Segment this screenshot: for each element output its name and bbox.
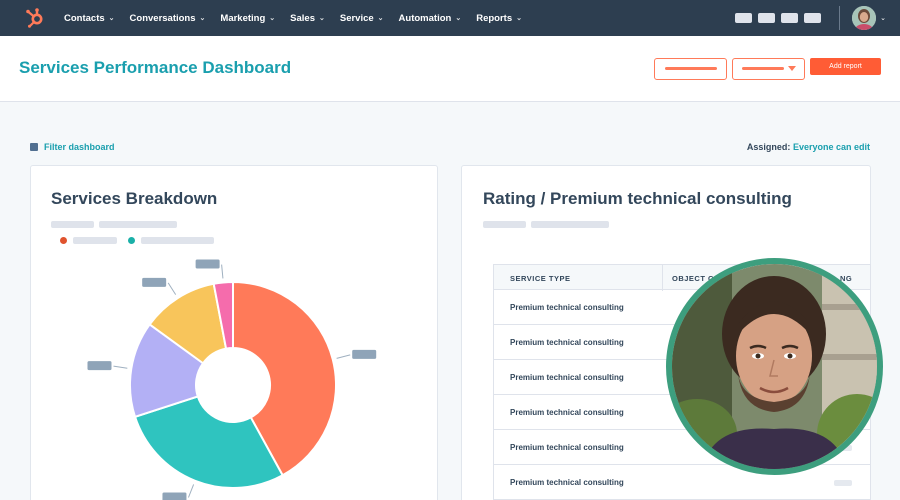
nav-label: Reports [476, 12, 513, 24]
card-title: Services Breakdown [51, 189, 218, 208]
slice-label-placeholder [142, 277, 167, 287]
nav-label: Contacts [64, 12, 105, 24]
subtitle-placeholder [483, 221, 526, 228]
nav-label: Marketing [220, 12, 266, 24]
top-navigation: Contacts ⌄ Conversations ⌄ Marketing ⌄ Sale… [0, 0, 900, 36]
column-header[interactable]: SERVICE TYPE [510, 274, 571, 283]
utility-button[interactable] [735, 13, 753, 23]
donut-slice[interactable] [232, 280, 337, 477]
chevron-down-icon: ⌄ [377, 15, 384, 22]
avatar[interactable] [852, 6, 877, 30]
label-leader-line [113, 365, 128, 369]
chevron-down-icon: ⌄ [108, 15, 115, 22]
filter-dashboard-link[interactable]: Filter dashboard [30, 142, 115, 152]
donut-slice[interactable] [212, 280, 234, 350]
subtitle-placeholder [51, 221, 94, 228]
nav-item-automation[interactable]: Automation ⌄ [399, 13, 462, 24]
header-action-button[interactable] [654, 58, 727, 80]
hubspot-sprocket-icon[interactable] [24, 7, 46, 29]
subtitle-placeholder [99, 221, 177, 228]
label-leader-line [221, 264, 224, 279]
donut-slice[interactable] [129, 323, 205, 419]
legend-label-placeholder [141, 237, 214, 244]
service-type-cell: Premium technical consulting [510, 338, 624, 347]
caret-down-icon [788, 66, 796, 71]
nav-label: Sales [290, 12, 315, 24]
slice-label-placeholder [162, 492, 187, 500]
utility-button[interactable] [758, 13, 776, 23]
nav-utilities: ⌄ [729, 0, 886, 36]
service-type-cell: Premium technical consulting [510, 443, 624, 452]
label-leader-line [187, 484, 195, 498]
header-dropdown-button[interactable] [732, 58, 805, 80]
label-leader-line [167, 282, 177, 295]
nav-label: Service [339, 12, 374, 24]
utility-button[interactable] [781, 13, 799, 23]
nav-divider [839, 6, 841, 30]
chevron-down-icon: ⌄ [269, 15, 276, 22]
label-leader-line [336, 354, 351, 359]
nav-label: Automation [398, 12, 452, 24]
slice-label-placeholder [87, 361, 112, 371]
donut-slice[interactable] [133, 395, 284, 489]
column-header[interactable]: NG [840, 274, 853, 283]
add-report-button[interactable]: Add report [810, 58, 881, 75]
chevron-down-icon: ⌄ [516, 15, 522, 22]
filter-label: Filter dashboard [44, 142, 115, 152]
assigned-label: Assigned: [746, 142, 791, 152]
services-donut-chart [87, 259, 377, 500]
service-type-cell: Premium technical consulting [510, 408, 624, 417]
chevron-down-icon: ⌄ [455, 15, 462, 22]
nav-item-service[interactable]: Service ⌄ [340, 13, 384, 24]
utility-button[interactable] [804, 13, 822, 23]
dashboard-header: Services Performance Dashboard Add repor… [0, 36, 900, 102]
slice-label-placeholder [195, 259, 220, 269]
slice-label-placeholder [352, 349, 377, 359]
nav-item-reports[interactable]: Reports ⌄ [476, 13, 522, 24]
legend-dot [60, 237, 67, 244]
chevron-down-icon: ⌄ [318, 15, 325, 22]
nav-item-contacts[interactable]: Contacts ⌄ [64, 13, 115, 24]
nav-item-sales[interactable]: Sales ⌄ [290, 13, 325, 24]
column-header[interactable]: OBJECT C [672, 274, 714, 283]
service-type-cell: Premium technical consulting [510, 478, 624, 487]
subtitle-placeholder [531, 221, 609, 228]
service-type-cell: Premium technical consulting [510, 303, 624, 312]
nav-label: Conversations [129, 12, 196, 24]
assigned-value-link[interactable]: Everyone can edit [792, 142, 870, 152]
legend-dot [128, 237, 135, 244]
legend-label-placeholder [73, 237, 117, 244]
table-row[interactable]: Premium technical consulting [493, 465, 871, 500]
presenter-headshot [666, 258, 883, 475]
nav-item-marketing[interactable]: Marketing ⌄ [220, 13, 275, 24]
page-title: Services Performance Dashboard [19, 58, 292, 77]
service-type-cell: Premium technical consulting [510, 373, 624, 382]
assigned-info: Assigned: Everyone can edit [747, 142, 870, 152]
card-title: Rating / Premium technical consulting [483, 189, 792, 208]
nav-item-conversations[interactable]: Conversations ⌄ [130, 13, 206, 24]
chevron-down-icon: ⌄ [199, 15, 206, 22]
chevron-down-icon[interactable]: ⌄ [880, 15, 886, 22]
filter-icon [30, 143, 38, 151]
